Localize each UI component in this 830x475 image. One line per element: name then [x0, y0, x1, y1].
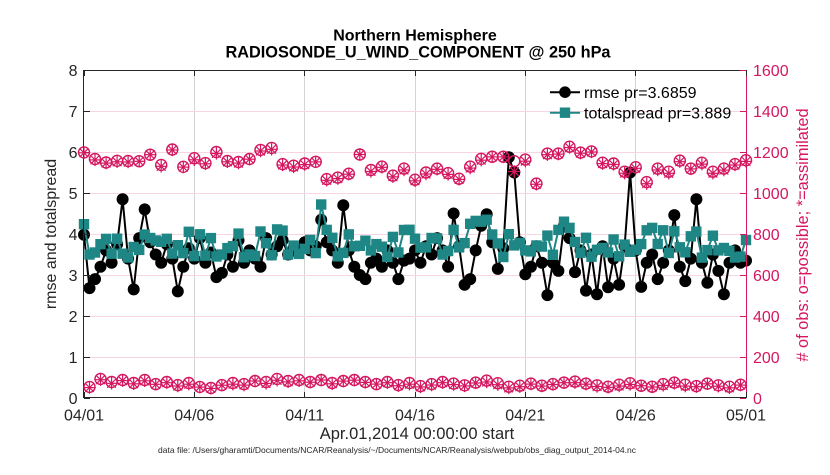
svg-text:Apr.01,2014 00:00:00 start: Apr.01,2014 00:00:00 start [320, 425, 515, 443]
svg-text:data file: /Users/gharamti/Doc: data file: /Users/gharamti/Documents/NCA… [158, 445, 637, 455]
svg-text:05/01: 05/01 [726, 408, 766, 425]
svg-text:4: 4 [69, 227, 78, 244]
svg-text:0: 0 [753, 391, 762, 408]
svg-text:1600: 1600 [753, 63, 789, 80]
svg-text:rmse pr=3.6859: rmse pr=3.6859 [584, 85, 697, 102]
svg-text:5: 5 [69, 186, 78, 203]
svg-text:totalspread pr=3.889: totalspread pr=3.889 [584, 105, 731, 122]
svg-text:0: 0 [69, 391, 78, 408]
svg-text:04/06: 04/06 [174, 408, 214, 425]
svg-text:# of obs: o=possible; *=assimi: # of obs: o=possible; *=assimilated [794, 108, 812, 361]
svg-text:1000: 1000 [753, 186, 789, 203]
svg-text:1200: 1200 [753, 145, 789, 162]
svg-text:6: 6 [69, 145, 78, 162]
svg-text:RADIOSONDE_U_WIND_COMPONENT @: RADIOSONDE_U_WIND_COMPONENT @ 250 hPa [226, 44, 612, 62]
svg-text:7: 7 [69, 104, 78, 121]
svg-text:200: 200 [753, 350, 780, 367]
svg-text:rmse and totalspread: rmse and totalspread [43, 159, 60, 309]
svg-text:04/11: 04/11 [285, 408, 324, 425]
svg-text:600: 600 [753, 268, 780, 285]
svg-text:04/21: 04/21 [505, 408, 545, 425]
svg-text:8: 8 [69, 63, 78, 80]
svg-text:04/26: 04/26 [616, 408, 656, 425]
svg-text:1400: 1400 [753, 104, 789, 121]
svg-text:3: 3 [69, 268, 78, 285]
svg-text:800: 800 [753, 227, 780, 244]
svg-text:04/16: 04/16 [395, 408, 435, 425]
svg-text:400: 400 [753, 309, 780, 326]
svg-text:2: 2 [69, 309, 78, 326]
svg-text:Northern Hemisphere: Northern Hemisphere [333, 28, 497, 45]
svg-text:04/01: 04/01 [64, 408, 104, 425]
svg-text:1: 1 [69, 350, 78, 367]
